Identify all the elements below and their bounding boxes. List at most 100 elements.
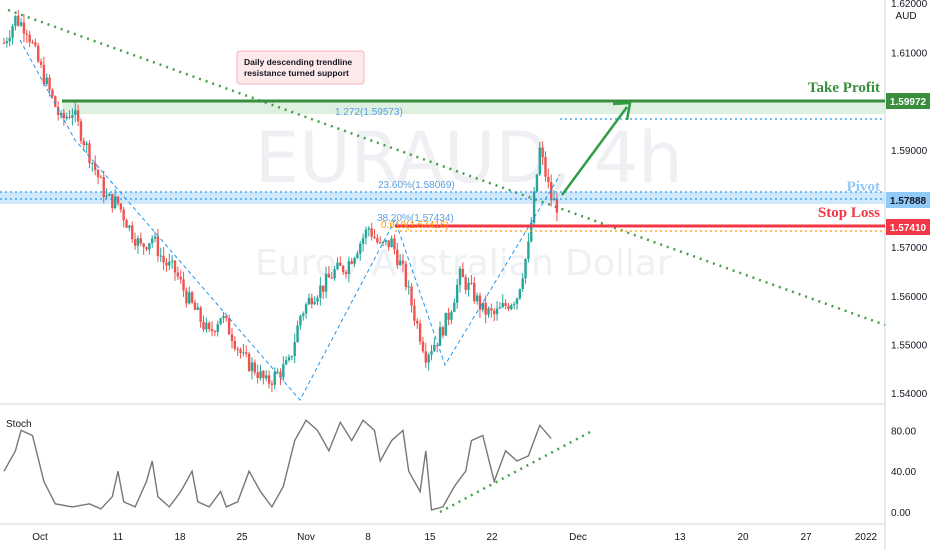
candle-down (190, 292, 194, 303)
candle-down (279, 371, 282, 378)
candle-down (94, 163, 97, 171)
candle-down (2, 42, 6, 44)
candle-down (39, 61, 43, 66)
candle-down (421, 341, 425, 352)
candle-down (404, 263, 408, 287)
candle-down (156, 236, 160, 257)
candle-up (359, 243, 362, 254)
candle-up (512, 303, 516, 305)
stop-loss-tag (886, 219, 930, 235)
candle-down (99, 177, 103, 179)
candle-down (441, 327, 445, 336)
candle-up (222, 315, 225, 319)
candle-up (444, 312, 447, 336)
candle-up (136, 238, 140, 246)
candle-down (202, 321, 205, 330)
candle-down (379, 242, 382, 244)
take-profit-tag-text: 1.59972 (890, 97, 927, 108)
candle-down (165, 262, 168, 266)
candle-down (48, 77, 51, 90)
candle-up (304, 304, 308, 314)
candle-up (495, 308, 499, 315)
candle-up (276, 371, 279, 373)
candle-down (179, 276, 182, 280)
candle-up (168, 261, 171, 266)
candle-down (79, 121, 83, 141)
candle-up (438, 327, 442, 346)
candle-down (62, 112, 66, 119)
candle-up (216, 324, 219, 332)
symbol-watermark: EURAUD, 4h (255, 117, 683, 199)
candle-up (108, 194, 111, 196)
symbol-subtitle: Euro / Australian Dollar (255, 243, 672, 284)
annotation-line-2: resistance turned support (244, 68, 349, 78)
candle-down (262, 371, 265, 379)
stoch-tick-label: 80.00 (891, 426, 916, 437)
candle-up (148, 243, 151, 250)
take-profit-label: Take Profit (808, 80, 880, 96)
price-tick-label: 1.57000 (891, 243, 928, 254)
candle-up (398, 260, 402, 266)
candle-up (259, 371, 262, 379)
projection-arrow-head (612, 101, 632, 121)
candle-down (145, 247, 148, 250)
time-tick-label: Dec (569, 532, 587, 543)
candle-up (453, 302, 456, 312)
zigzag-lines (19, 39, 561, 401)
candle-down (236, 348, 239, 350)
candle-up (74, 110, 77, 115)
candle-up (552, 198, 556, 201)
candle-down (344, 272, 348, 275)
candle-up (527, 241, 530, 260)
pivot-tag (886, 192, 930, 208)
candle-up (299, 315, 302, 326)
candle-up (71, 114, 74, 118)
candle-down (245, 352, 248, 354)
candle-down (173, 260, 177, 273)
candle-up (390, 238, 393, 248)
candle-up (521, 278, 524, 290)
candle-up (287, 357, 291, 361)
time-tick-label: 27 (800, 532, 812, 543)
candle-up (433, 344, 436, 352)
candle-down (473, 282, 476, 302)
candle-up (113, 196, 117, 209)
candle-up (11, 26, 14, 38)
candle-up (250, 362, 254, 371)
candle-up (481, 302, 484, 310)
candle-down (396, 249, 399, 266)
candle-down (54, 96, 57, 107)
candle-down (376, 238, 379, 243)
candle-up (128, 225, 131, 228)
candle-down (424, 351, 427, 363)
candle-down (162, 255, 165, 263)
candle-down (82, 140, 85, 145)
candle-up (450, 311, 453, 320)
candle-down (34, 42, 37, 46)
candle-up (19, 22, 23, 26)
candle-down (102, 177, 105, 198)
candle-down (401, 260, 405, 264)
annotation-line-1: Daily descending trendline (244, 57, 352, 67)
fib-label-618: 0.618(1.57416) (381, 220, 449, 231)
projection-arrow-line (560, 106, 629, 196)
candle-up (427, 354, 430, 363)
candle-down (225, 315, 228, 319)
candle-up (205, 322, 208, 330)
candle-down (253, 362, 256, 373)
candle-up (242, 352, 245, 354)
candle-up (538, 147, 541, 175)
candle-down (464, 277, 467, 290)
candle-up (159, 255, 162, 257)
candle-down (139, 238, 142, 244)
candle-up (105, 195, 108, 198)
candle-up (384, 240, 388, 243)
candle-down (327, 273, 331, 278)
candle-down (490, 308, 493, 311)
candle-down (185, 290, 188, 304)
candle-down (51, 89, 54, 97)
candle-up (319, 285, 322, 298)
candle-up (14, 15, 17, 27)
candle-down (233, 340, 237, 349)
